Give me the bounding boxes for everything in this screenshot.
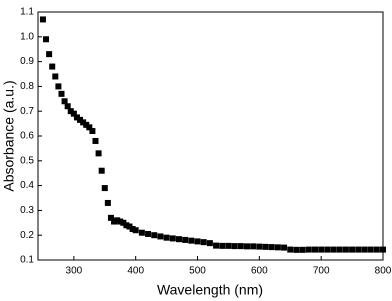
data-point bbox=[169, 235, 176, 242]
y-tick-label: 0.2 bbox=[20, 230, 34, 241]
data-point bbox=[55, 83, 62, 90]
data-point bbox=[46, 51, 53, 58]
data-point bbox=[151, 232, 158, 239]
data-point bbox=[380, 246, 386, 253]
data-point bbox=[194, 238, 201, 245]
plot-frame bbox=[37, 11, 384, 261]
data-point bbox=[126, 223, 133, 230]
y-tick-label: 0.9 bbox=[20, 56, 34, 67]
data-point bbox=[206, 240, 213, 247]
data-point bbox=[163, 234, 170, 241]
data-point bbox=[367, 246, 374, 253]
data-point bbox=[311, 246, 318, 253]
y-tick-label: 0.3 bbox=[20, 205, 34, 216]
data-point bbox=[330, 246, 337, 253]
x-tick-label: 600 bbox=[251, 266, 268, 277]
data-point bbox=[349, 246, 356, 253]
data-point bbox=[104, 199, 111, 206]
x-tick-label: 400 bbox=[127, 266, 144, 277]
data-point bbox=[43, 36, 50, 43]
x-tick-label: 500 bbox=[189, 266, 206, 277]
y-tick-label: 1.0 bbox=[20, 31, 34, 42]
data-point bbox=[305, 246, 312, 253]
y-tick-label: 0.1 bbox=[20, 255, 34, 266]
data-point bbox=[145, 230, 152, 237]
data-point bbox=[77, 116, 84, 123]
data-point bbox=[120, 219, 127, 226]
x-tick-label: 300 bbox=[66, 266, 83, 277]
data-point bbox=[274, 244, 281, 251]
data-point bbox=[287, 246, 294, 253]
data-point bbox=[95, 150, 102, 157]
data-point bbox=[243, 243, 250, 250]
y-axis-label: Absorbance (a.u.) bbox=[1, 80, 17, 191]
data-point bbox=[324, 246, 331, 253]
data-point bbox=[52, 73, 59, 80]
x-tick-label: 800 bbox=[375, 266, 392, 277]
data-point bbox=[175, 236, 182, 243]
data-point bbox=[342, 246, 349, 253]
data-point bbox=[182, 236, 189, 243]
y-tick-label: 0.4 bbox=[20, 180, 34, 191]
data-point bbox=[107, 214, 114, 221]
data-point bbox=[58, 90, 65, 97]
data-point bbox=[83, 121, 90, 128]
data-point bbox=[129, 226, 136, 232]
data-point bbox=[336, 246, 343, 253]
data-point bbox=[67, 108, 74, 115]
data-point bbox=[213, 242, 220, 249]
data-point bbox=[132, 227, 139, 234]
y-tick-label: 1.1 bbox=[20, 7, 34, 18]
data-point bbox=[117, 218, 124, 225]
data-point bbox=[64, 103, 71, 110]
data-point bbox=[123, 222, 130, 229]
data-point bbox=[219, 242, 226, 249]
data-point bbox=[138, 229, 145, 236]
data-point bbox=[86, 124, 93, 131]
data-point bbox=[111, 218, 118, 225]
data-point bbox=[225, 242, 232, 249]
data-point bbox=[268, 244, 275, 251]
data-point bbox=[293, 246, 300, 253]
data-point bbox=[89, 128, 96, 135]
data-point bbox=[281, 244, 288, 251]
y-tick-label: 0.6 bbox=[20, 131, 34, 142]
y-tick-label: 0.7 bbox=[20, 106, 34, 117]
data-point bbox=[262, 243, 269, 250]
data-point bbox=[237, 243, 244, 250]
data-point bbox=[361, 246, 368, 253]
data-point bbox=[49, 63, 56, 70]
data-point bbox=[373, 246, 380, 253]
y-tick-label: 0.8 bbox=[20, 81, 34, 92]
data-point bbox=[39, 16, 46, 23]
x-tick-label: 700 bbox=[313, 266, 330, 277]
y-tick-label: 0.5 bbox=[20, 155, 34, 166]
data-point bbox=[80, 119, 87, 126]
data-point bbox=[98, 167, 105, 174]
data-point bbox=[188, 237, 195, 244]
data-point bbox=[61, 98, 68, 105]
data-point bbox=[256, 243, 263, 250]
data-point bbox=[73, 114, 80, 121]
data-point bbox=[231, 243, 238, 250]
data-point bbox=[92, 137, 99, 144]
data-point bbox=[101, 185, 108, 192]
data-point bbox=[318, 246, 325, 253]
data-point bbox=[114, 217, 121, 224]
data-point bbox=[355, 246, 362, 253]
x-axis-label: Wavelength (nm) bbox=[157, 282, 263, 298]
data-point bbox=[70, 110, 77, 117]
data-point bbox=[200, 239, 207, 246]
data-point bbox=[250, 243, 257, 250]
data-point bbox=[299, 246, 306, 253]
data-point bbox=[157, 233, 164, 240]
